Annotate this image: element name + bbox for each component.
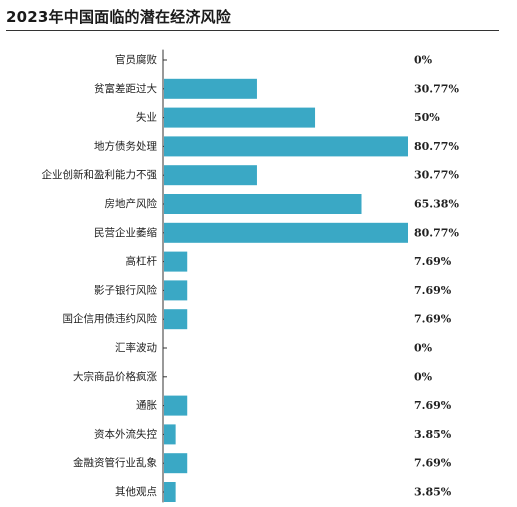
value-label: 3.85% xyxy=(414,486,452,499)
category-label: 资本外流失控 xyxy=(94,427,157,440)
category-label: 失业 xyxy=(136,111,157,124)
bar xyxy=(164,251,188,272)
category-label: 大宗商品价格疯涨 xyxy=(73,370,157,383)
category-label: 影子银行风险 xyxy=(94,283,157,296)
bar xyxy=(164,136,408,157)
value-label: 7.69% xyxy=(414,255,452,268)
value-label: 80.77% xyxy=(414,140,459,153)
category-label: 汇率波动 xyxy=(115,341,157,354)
value-label: 0% xyxy=(414,54,433,67)
chart-title: 2023年中国面临的潜在经济风险 xyxy=(6,8,231,26)
bar xyxy=(164,482,176,502)
category-label: 官员腐败 xyxy=(115,53,157,66)
category-label: 贫富差距过大 xyxy=(94,82,157,95)
category-label: 地方债务处理 xyxy=(94,139,157,152)
value-label: 50% xyxy=(414,111,440,124)
title-divider xyxy=(6,30,499,31)
bar xyxy=(164,395,188,416)
value-label: 7.69% xyxy=(414,284,452,297)
bar xyxy=(164,453,188,474)
bar xyxy=(164,194,362,214)
bar xyxy=(164,309,188,330)
bar xyxy=(164,107,316,128)
category-label: 高杠杆 xyxy=(126,255,158,268)
value-label: 7.69% xyxy=(414,313,452,326)
category-label: 金融资管行业乱象 xyxy=(73,456,157,469)
bar xyxy=(164,222,408,243)
category-label: 民营企业萎缩 xyxy=(94,226,157,239)
value-label: 0% xyxy=(414,342,433,355)
value-label: 30.77% xyxy=(414,169,459,182)
category-label: 通胀 xyxy=(136,400,157,412)
value-label: 0% xyxy=(414,370,433,383)
bar xyxy=(164,424,176,445)
category-label: 企业创新和盈利能力不强 xyxy=(42,168,158,181)
value-label: 3.85% xyxy=(414,428,452,441)
category-label: 房地产风险 xyxy=(105,197,158,210)
bar xyxy=(164,165,257,186)
bar xyxy=(164,280,188,301)
value-label: 7.69% xyxy=(414,399,452,412)
category-label: 其他观点 xyxy=(115,485,157,498)
category-label: 国企信用债违约风险 xyxy=(63,312,158,325)
bar xyxy=(164,78,257,99)
value-label: 65.38% xyxy=(414,198,459,211)
value-label: 7.69% xyxy=(414,457,452,470)
value-label: 80.77% xyxy=(414,226,459,239)
value-label: 30.77% xyxy=(414,82,459,95)
